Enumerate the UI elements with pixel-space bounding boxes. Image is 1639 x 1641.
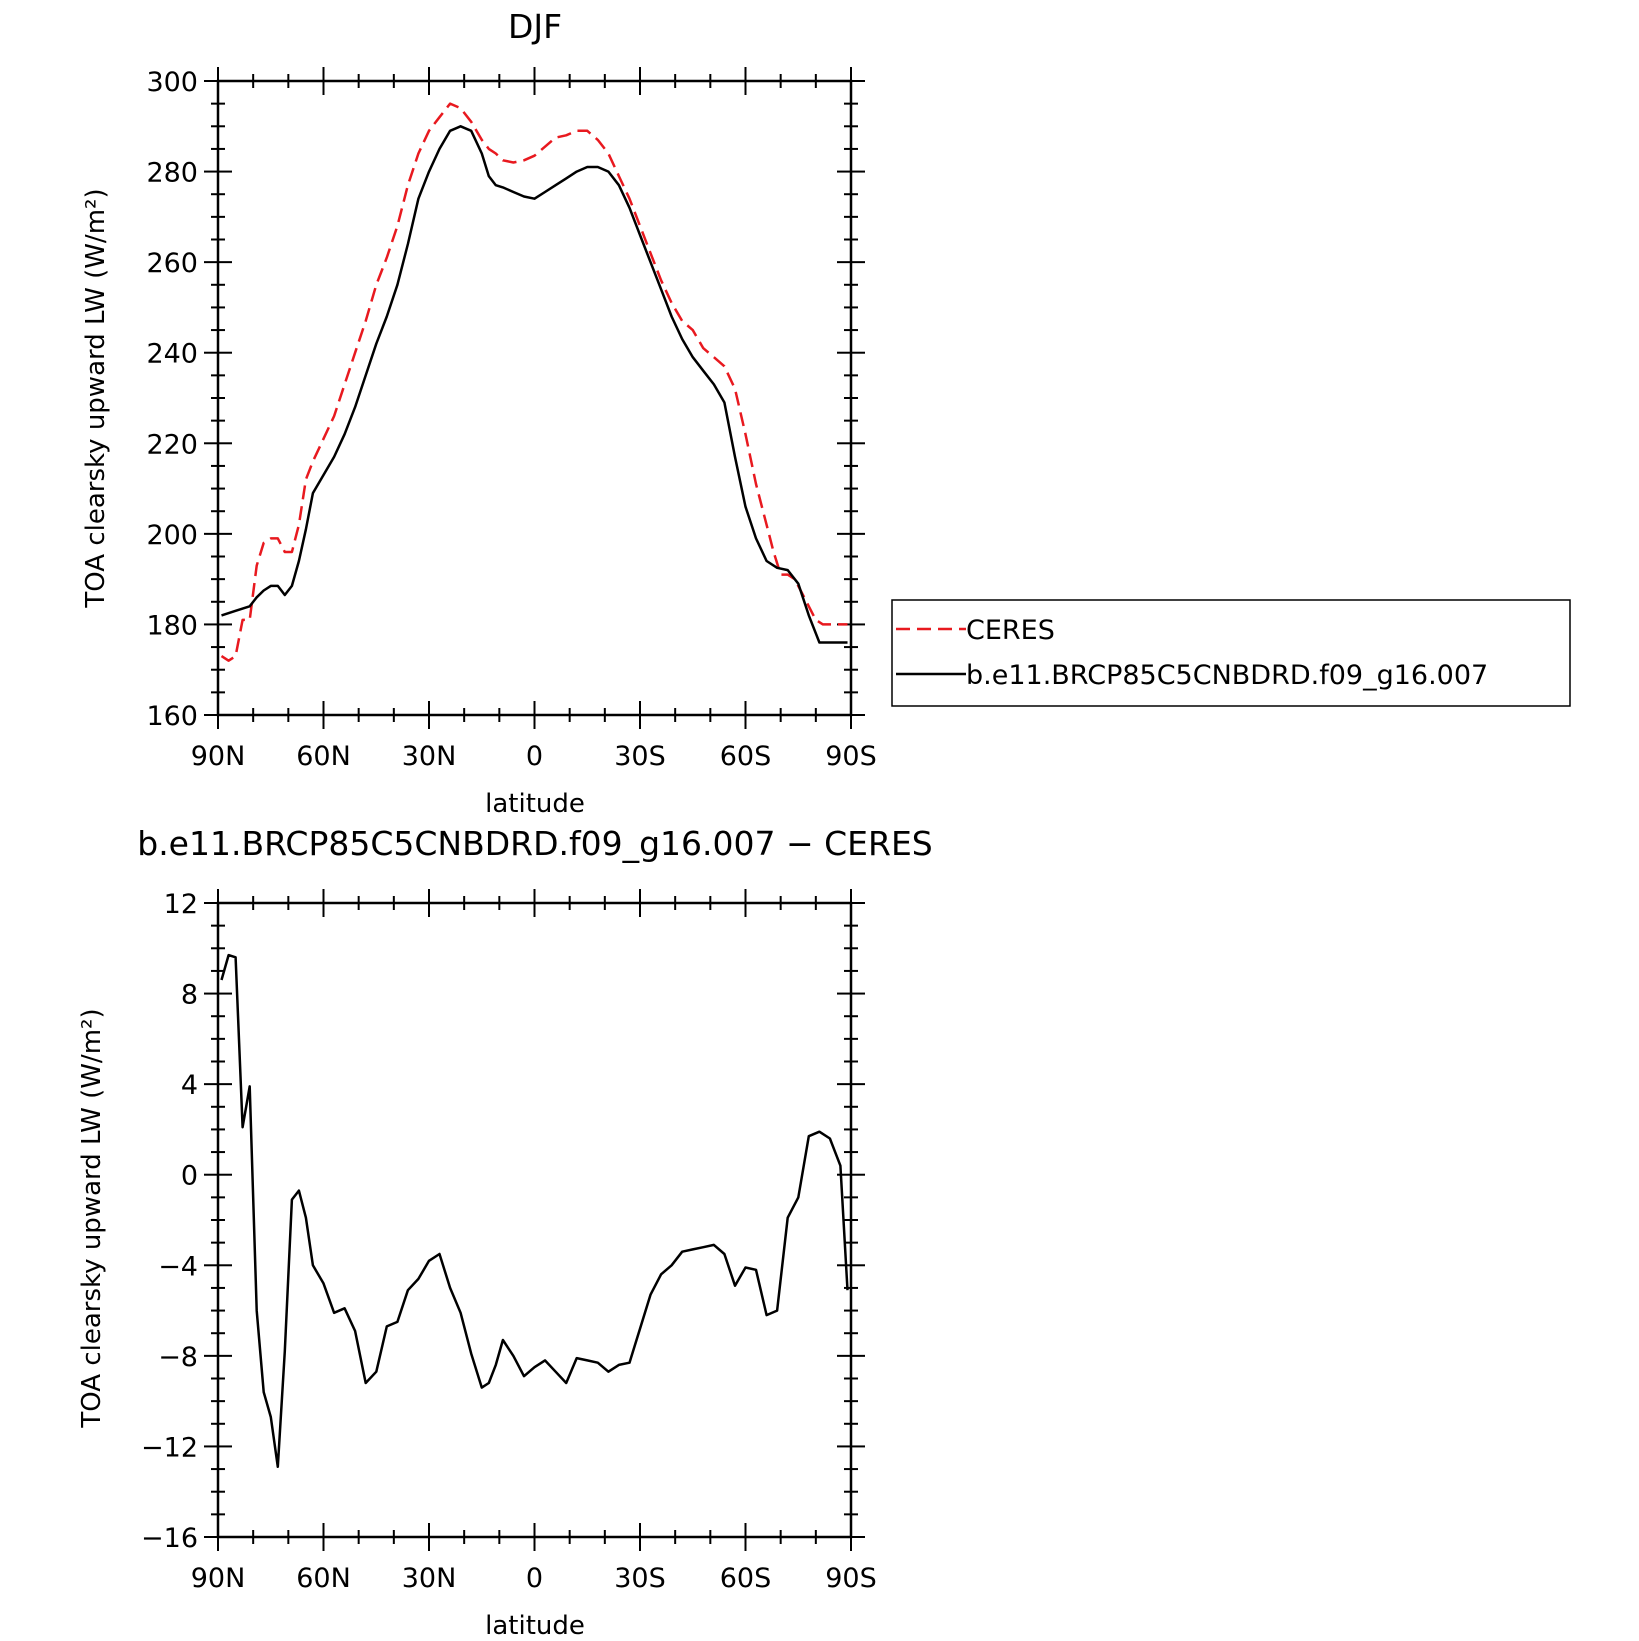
model-line (221, 125, 848, 644)
y-tick-label: −8 (158, 1342, 198, 1373)
x-tick-label: 60N (296, 1563, 351, 1594)
bottom-x-tick-labels: 90N 60N 30N 0 30S 60S 90S (191, 1563, 877, 1594)
y-tick-label: −16 (141, 1523, 198, 1554)
y-tick-label: 4 (181, 1070, 198, 1101)
y-tick-label: 280 (146, 158, 198, 189)
bottom-axis-ticks (204, 889, 865, 1551)
ceres-line (220, 102, 848, 662)
y-tick-label: 8 (181, 980, 198, 1011)
x-tick-label: 60S (720, 741, 772, 772)
top-panel: DJF 160 180 200 220 240 260 280 300 90N 60N 30N 0 3… (81, 7, 1571, 819)
y-tick-label: 300 (146, 67, 198, 98)
y-tick-label: 180 (146, 610, 198, 641)
y-tick-label: 220 (146, 429, 198, 460)
x-tick-label: 90N (191, 741, 246, 772)
x-tick-label: 90N (191, 1563, 246, 1594)
top-plot-frame (216, 79, 853, 717)
bottom-plot-frame (216, 901, 853, 1539)
bottom-chart-title: b.e11.BRCP85C5CNBDRD.f09_g16.007 − CERES (137, 824, 933, 863)
x-tick-label: 0 (526, 741, 543, 772)
x-tick-label: 90S (825, 1563, 877, 1594)
top-axis-ticks (204, 67, 865, 729)
x-tick-label: 30N (402, 741, 457, 772)
legend-box (891, 599, 1571, 707)
top-y-tick-labels: 160 180 200 220 240 260 280 300 (146, 67, 198, 732)
x-tick-label: 30S (614, 741, 666, 772)
x-tick-label: 90S (825, 741, 877, 772)
legend-label-model: b.e11.BRCP85C5CNBDRD.f09_g16.007 (966, 660, 1488, 691)
y-tick-label: 160 (146, 701, 198, 732)
difference-line (220, 953, 849, 1469)
y-tick-label: 12 (164, 889, 198, 920)
top-x-axis-label: latitude (485, 789, 585, 819)
x-tick-label: 60S (720, 1563, 772, 1594)
x-tick-label: 60N (296, 741, 351, 772)
top-y-axis-label: TOA clearsky upward LW (W/m²) (81, 188, 111, 608)
top-chart-title: DJF (508, 7, 562, 46)
x-tick-label: 0 (526, 1563, 543, 1594)
bottom-panel: b.e11.BRCP85C5CNBDRD.f09_g16.007 − CERES… (77, 824, 933, 1641)
y-tick-label: 200 (146, 520, 198, 551)
bottom-y-tick-labels: −16 −12 −8 −4 0 4 8 12 (141, 889, 198, 1554)
y-tick-label: −4 (158, 1251, 198, 1282)
y-tick-label: −12 (141, 1432, 198, 1463)
top-plot-series (220, 102, 848, 662)
bottom-x-axis-label: latitude (485, 1611, 585, 1641)
y-tick-label: 0 (181, 1161, 198, 1192)
legend: CERES b.e11.BRCP85C5CNBDRD.f09_g16.007 (891, 599, 1571, 707)
x-tick-label: 30N (402, 1563, 457, 1594)
top-x-tick-labels: 90N 60N 30N 0 30S 60S 90S (191, 741, 877, 772)
bottom-y-axis-label: TOA clearsky upward LW (W/m²) (77, 1008, 107, 1428)
bottom-plot-series (220, 953, 849, 1469)
x-tick-label: 30S (614, 1563, 666, 1594)
y-tick-label: 240 (146, 339, 198, 370)
legend-label-ceres: CERES (966, 615, 1055, 646)
y-tick-label: 260 (146, 248, 198, 279)
